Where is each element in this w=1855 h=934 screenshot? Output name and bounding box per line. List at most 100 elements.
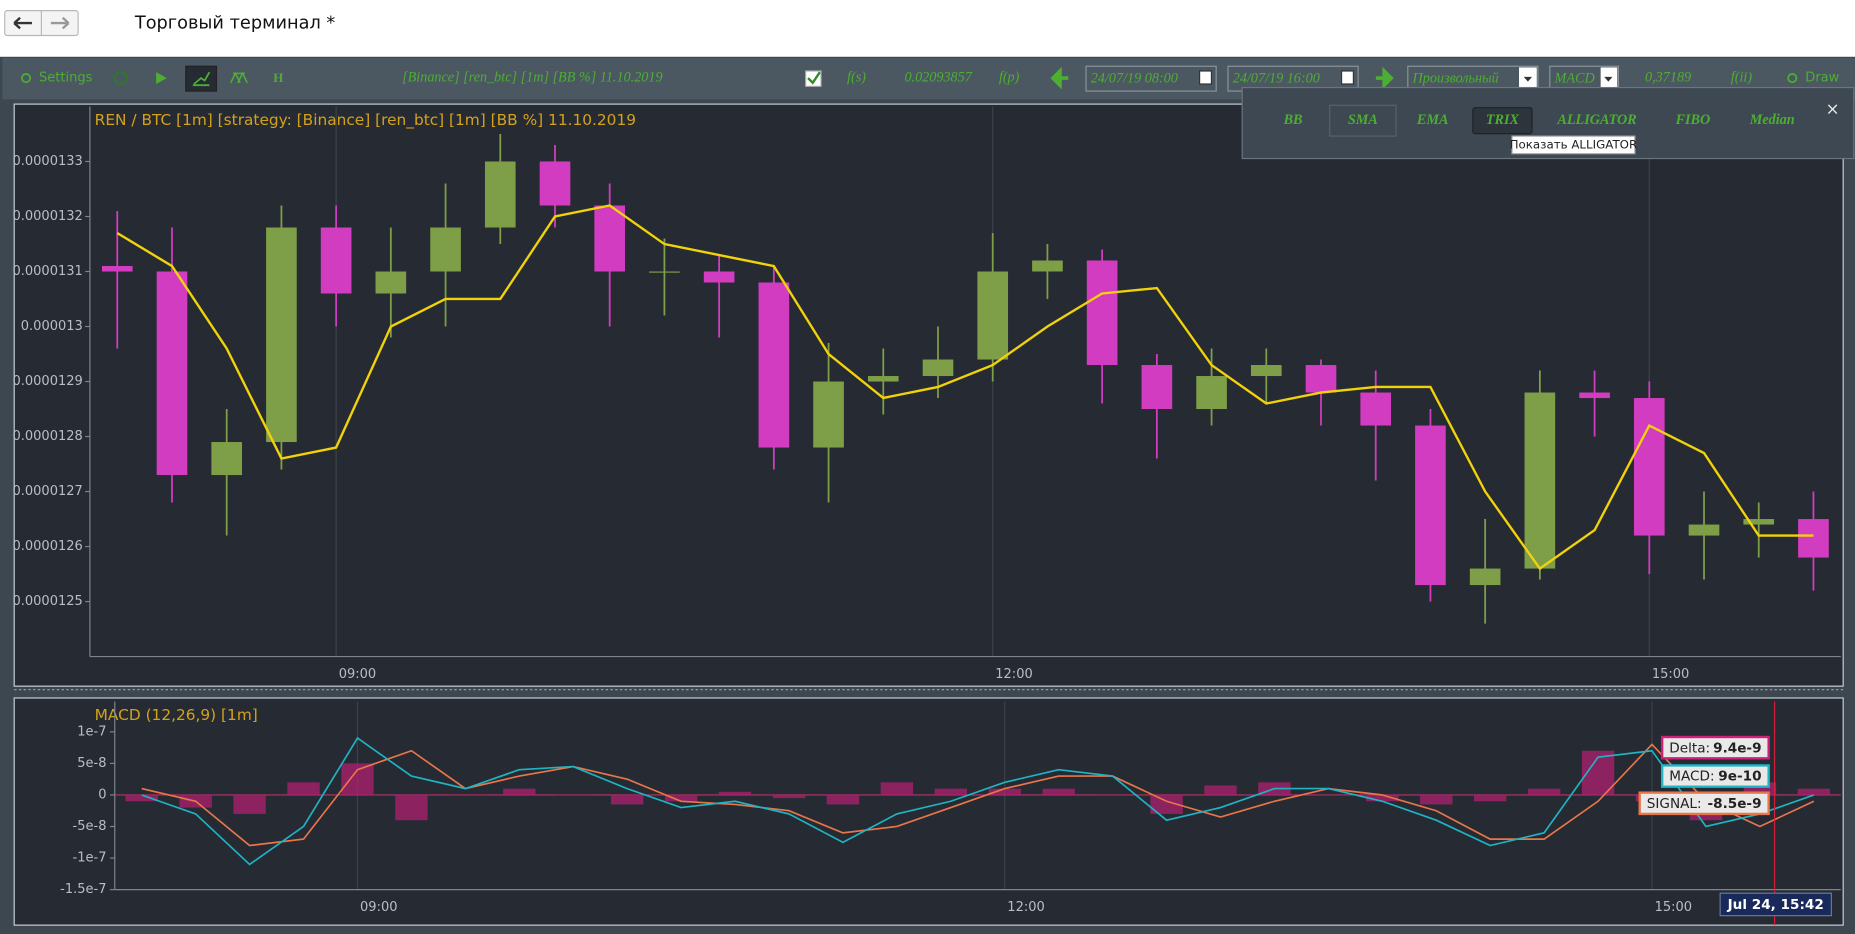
histogram-bar [1312,794,1345,796]
overlay-line [116,204,1814,571]
indicator-value: MACD [1554,71,1596,87]
draw-button[interactable]: Draw [1805,71,1839,86]
popup-close[interactable]: × [1826,100,1840,119]
chart-title: MACD (12,26,9) [1m] [95,706,258,724]
histogram-bar [1797,788,1831,795]
histogram-bar [1366,794,1399,802]
indicator-tab[interactable]: FIBO [1675,112,1711,128]
time-label-box [1719,892,1832,917]
settings-button[interactable]: Settings [39,71,93,86]
indicator-tab[interactable]: TRIX [1486,112,1520,128]
chart-title: REN / BTC [1m] [strategy: [Binance] [ren… [95,111,636,130]
candle-body [375,271,407,294]
page-title: Торговый терминал * [134,14,336,34]
histogram-bar [1527,788,1561,795]
histogram-bar [233,794,266,814]
y-tick-label: -1e-7 [73,851,107,866]
histogram-bar [664,794,698,802]
fp-label[interactable]: f(p) [999,69,1020,85]
histogram-bar [988,788,1021,795]
candle-body [430,227,461,272]
tooltip-value: 9.4e-9 [1713,740,1761,756]
y-tick-label: 0 [98,787,106,802]
candle-body [703,271,735,283]
candle-body [867,376,899,382]
indicator-tab[interactable]: EMA [1416,112,1449,128]
indicator-line [141,743,1815,847]
histogram-bar [503,788,536,795]
macd-panel [13,697,1844,926]
fii-label[interactable]: f(ii) [1731,69,1753,85]
indicator-tab[interactable]: Median [1749,112,1795,128]
histogram-bar [449,794,482,796]
y-tick-label: 1e-7 [77,724,106,739]
x-tick-label: 12:00 [1007,900,1044,915]
next-arrow[interactable] [1375,66,1394,90]
x-tick-label: 15:00 [1652,667,1689,682]
y-tick-label: 0.0000126 [12,539,82,554]
y-tick-label: 0.0000131 [12,264,82,279]
candle-body [1688,524,1720,536]
fs-label[interactable]: f(s) [847,69,866,85]
tooltip-value: -8.5e-9 [1707,796,1761,812]
histogram-bar [395,794,428,821]
indicator-tab[interactable]: SMA [1348,112,1378,128]
calendar-icon[interactable] [1340,70,1354,85]
x-tick-label: 12:00 [995,667,1032,682]
indicator-tab[interactable]: ALLIGATOR [1556,112,1636,128]
histogram-bar [718,791,752,795]
date-from-input[interactable] [1085,65,1217,92]
candle-body [1141,365,1173,410]
nav-buttons [4,10,79,37]
indicator-number: 0,37189 [1645,69,1691,85]
tooltip-label: MACD: [1669,769,1714,785]
histogram-bar [1096,794,1129,796]
y-tick-label: 5e-8 [77,756,106,771]
histogram-bar [341,763,374,795]
candle-body [1032,260,1063,272]
candle-body [1633,398,1665,536]
indicator-tab[interactable]: BB [1283,112,1303,128]
histogram-bar [1042,788,1075,795]
play-button[interactable] [156,72,167,84]
histogram-bar [1420,794,1453,805]
candle-body [649,271,680,273]
candle-body [813,381,844,448]
candle-body [266,227,297,443]
tooltip-label: Delta: [1669,740,1710,756]
candle-body [1360,392,1392,426]
select-caret [1523,76,1533,82]
histogram-bar [1474,794,1507,802]
candle-body [1196,376,1227,410]
h-button[interactable]: H [273,70,283,85]
candle-body [1524,392,1556,569]
settings-icon[interactable] [20,73,32,84]
candle-body [1798,519,1829,558]
tab-active [1472,107,1533,135]
tooltip-box [1660,735,1770,760]
y-tick-label: 0.0000129 [12,374,82,389]
tab-frame [1329,104,1397,137]
mode-value: Произвольный [1412,71,1499,87]
draw-icon[interactable] [1787,73,1798,84]
indicator-popup: × BB SMA EMA TRIX ALLIGATOR FIBO Median Показат… [1241,86,1855,160]
calendar-icon[interactable] [1199,70,1213,85]
histogram-bar [934,788,967,795]
histogram-bar [1150,794,1183,814]
back-button[interactable] [13,16,32,30]
fs-value: 0.02093857 [904,69,972,85]
x-tick-label: 09:00 [339,667,376,682]
forward-button[interactable] [50,16,70,30]
refresh-button[interactable] [113,71,128,85]
candle-body [1743,519,1775,525]
candle-body [1415,425,1446,586]
y-tick-label: 0.000013 [21,319,83,334]
candle-body [922,359,954,377]
header-bar [0,0,1855,57]
histogram-bar [772,794,806,799]
candle-body [101,266,133,272]
scales-button[interactable] [230,71,248,84]
prev-arrow[interactable] [1050,66,1069,90]
candle-body [1469,568,1501,586]
